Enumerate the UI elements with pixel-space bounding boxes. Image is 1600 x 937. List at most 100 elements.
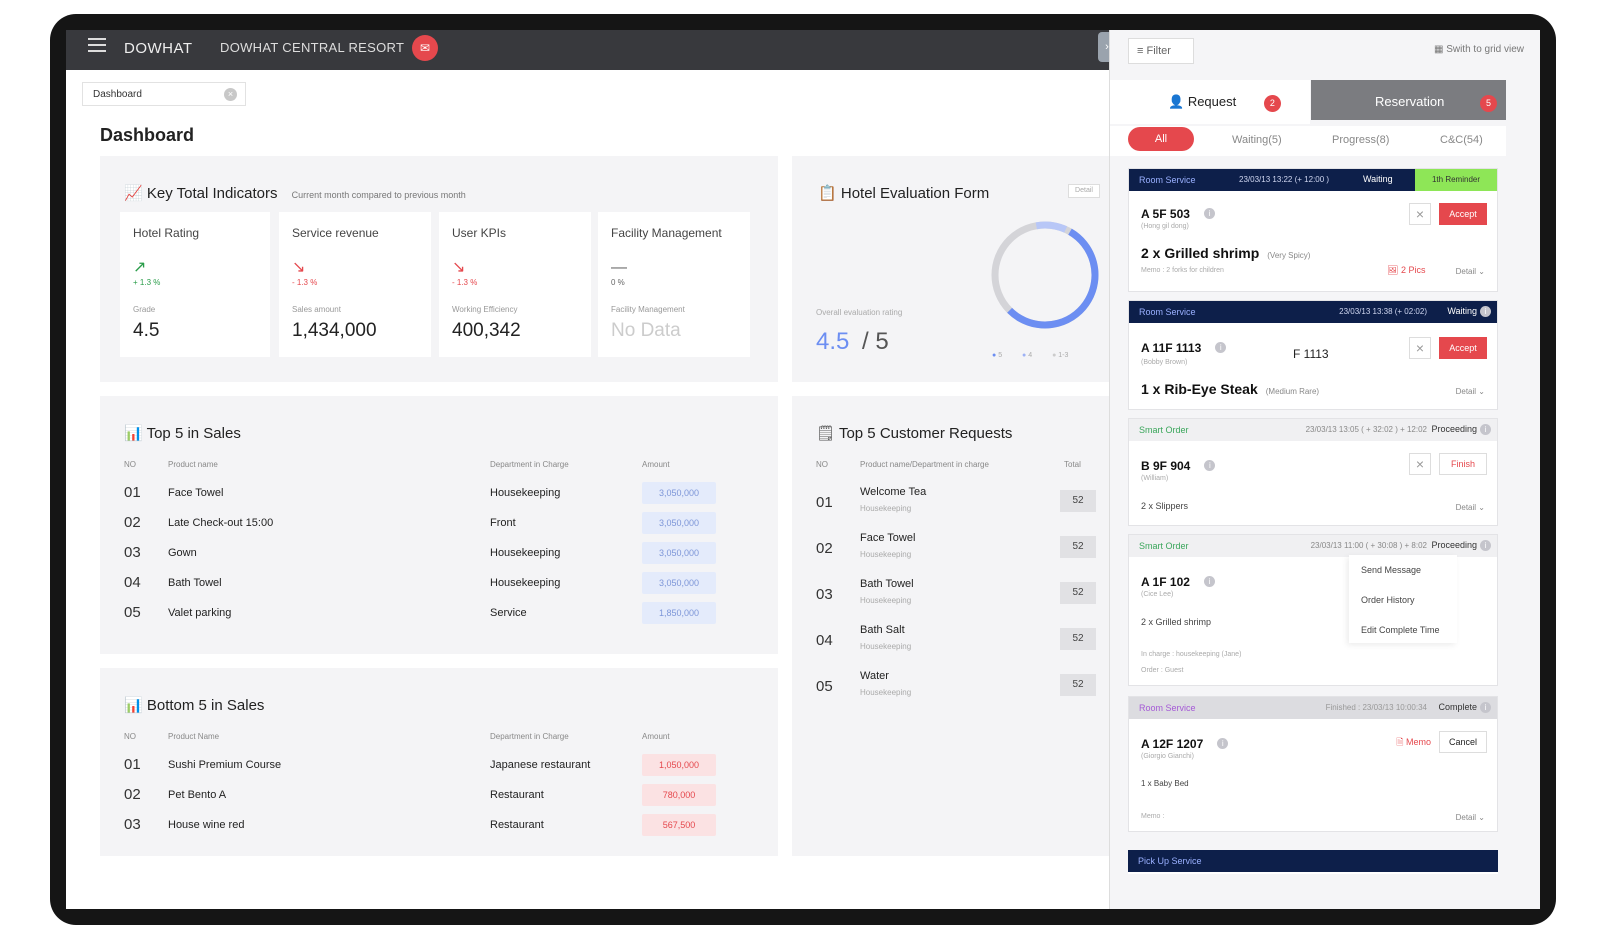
image-icon: 🖼 [1387,265,1401,275]
info-icon[interactable]: i [1480,306,1491,317]
kpi-user[interactable]: User KPIs ↘ - 1.3 % Working Efficiency 4… [439,212,591,357]
detail-toggle[interactable]: Detail ⌄ [1455,387,1485,396]
kti-subtitle: Current month compared to previous month [291,190,466,200]
grid-view-toggle[interactable]: ▦ Swith to grid view [1433,44,1524,55]
kpi-value: 400,342 [452,320,521,341]
table-row[interactable]: 04 Bath Towel Housekeeping 3,050,000 [124,572,724,604]
subtab-waiting[interactable]: Waiting(5) [1232,134,1282,146]
order-memo: Memo : [1141,813,1165,820]
breadcrumb-tab[interactable]: Dashboard × [82,82,246,106]
info-icon[interactable]: i [1203,208,1215,220]
list-icon: 🗒 [816,425,836,442]
table-row[interactable]: 01 Face Towel Housekeeping 3,050,000 [124,482,724,514]
table-row[interactable]: 01 Welcome Tea Housekeeping 52 [816,486,1106,530]
eval-title: Hotel Evaluation Form [840,185,990,202]
subtab-progress[interactable]: Progress(8) [1332,134,1390,146]
order-note: (Medium Rare) [1265,387,1320,396]
guest-name: (William) [1141,475,1169,482]
order-card[interactable]: Room Service 23/03/13 13:22 (+ 12:00 ) W… [1128,168,1498,292]
in-charge: In charge : housekeeping (Jane) [1141,651,1242,658]
kpi-small-label: Working Efficiency [452,305,518,314]
kpi-trend: 0 % [611,278,625,287]
order-memo: Memo : 2 forks for children [1141,267,1224,274]
accept-button[interactable]: Accept [1439,337,1487,359]
kpi-hotel-rating[interactable]: Hotel Rating ↗ + 1.3 % Grade 4.5 [120,212,270,357]
menu-item-edit-complete-time[interactable]: Edit Complete Time [1361,625,1440,635]
table-row[interactable]: 04 Bath Salt Housekeeping 52 [816,624,1106,668]
info-icon[interactable]: i [1480,702,1491,713]
order-card[interactable]: Room Service Finished : 23/03/13 10:00:3… [1128,696,1498,832]
table-row[interactable]: 05 Valet parking Service 1,850,000 [124,602,724,634]
kpi-service-revenue[interactable]: Service revenue ↘ - 1.3 % Sales amount 1… [279,212,431,357]
info-icon[interactable]: i [1217,738,1229,750]
bar-chart-red-icon: 📊 [124,697,143,714]
reject-button[interactable]: × [1409,203,1431,225]
table-row[interactable]: 03 Gown Housekeeping 3,050,000 [124,542,724,574]
order-time: 23/03/13 13:22 (+ 12:00 ) [1239,175,1330,184]
info-icon[interactable]: i [1215,342,1227,354]
bottom5-table: 01 Sushi Premium Course Japanese restauran… [124,754,724,856]
detail-toggle[interactable]: Detail ⌄ [1455,267,1485,276]
kpi-label: Facility Management [611,226,722,240]
pictures-link[interactable]: 🖼 2 Pics [1387,265,1426,275]
reject-button[interactable]: × [1409,337,1431,359]
info-icon[interactable]: i [1480,424,1491,435]
order-type: Room Service [1139,175,1196,185]
accept-button[interactable]: Accept [1439,203,1487,225]
table-row[interactable]: 02 Face Towel Housekeeping 52 [816,532,1106,576]
order-note: (Very Spicy) [1267,251,1311,260]
brand-logo[interactable]: DOWHAT [124,40,193,57]
info-icon[interactable]: i [1480,540,1491,551]
order-card[interactable]: Smart Order 23/03/13 11:00 ( + 30:08 ) +… [1128,534,1498,686]
kpi-trend: + 1.3 % [133,278,161,287]
filter-button[interactable]: ≡ Filter [1128,38,1194,64]
close-tab-icon[interactable]: × [224,88,237,101]
finish-button[interactable]: Finish [1439,453,1487,475]
menu-item-order-history[interactable]: Order History [1361,595,1415,605]
table-row[interactable]: 02 Pet Bento A Restaurant 780,000 [124,784,724,816]
table-row[interactable]: 05 Water Housekeeping 52 [816,670,1106,714]
reject-button[interactable]: × [1409,453,1431,475]
order-status: Proceeding [1431,424,1477,434]
subtab-cnc[interactable]: C&C(54) [1440,134,1483,146]
detail-toggle[interactable]: Detail ⌄ [1455,813,1485,822]
subtab-all[interactable]: All [1128,127,1194,151]
order-card[interactable]: Smart Order 23/03/13 13:05 ( + 32:02 ) +… [1128,418,1498,526]
room-number: A 11F 1113 [1141,341,1202,355]
menu-icon[interactable] [88,38,106,52]
requests-title: Top 5 Customer Requests [838,425,1013,442]
tab-label: Reservation [1375,94,1445,109]
cancel-button[interactable]: Cancel [1439,731,1487,753]
clipboard-icon: 📋 [818,185,837,202]
memo-link[interactable]: 🗎 Memo [1396,737,1431,747]
kpi-label: User KPIs [452,226,507,240]
eval-score: 4.5 [816,328,850,355]
orders-panel: ≡ Filter ▦ Swith to grid view 👤 Request … [1109,30,1540,909]
dashboard-main: Dashboard × Dashboard 📈 Key Total Indica… [66,70,1126,909]
request-icon: 👤 [1168,94,1185,109]
guest-name: (Giorgio Gianchi) [1141,753,1194,760]
detail-toggle[interactable]: Detail ⌄ [1455,503,1485,512]
tab-request[interactable]: 👤 Request 2 [1110,80,1310,124]
table-row[interactable]: 02 Late Check-out 15:00 Front 3,050,000 [124,512,724,544]
order-type: Pick Up Service [1138,856,1202,866]
menu-item-send-message[interactable]: Send Message [1361,565,1422,575]
info-icon[interactable]: i [1203,576,1215,588]
kpi-trend: - 1.3 % [292,278,318,287]
order-card[interactable]: Pick Up Service [1128,850,1498,874]
table-row[interactable]: 01 Sushi Premium Course Japanese restauran… [124,754,724,786]
tab-reservation[interactable]: Reservation 5 [1311,80,1506,120]
kpi-facility[interactable]: Facility Management — 0 % Facility Manag… [598,212,750,357]
col-header: Department in Charge [490,732,569,741]
table-row[interactable]: 03 House wine red Restaurant 567,500 [124,814,724,846]
order-type: Smart Order [1139,541,1189,551]
col-header: Total [1064,460,1081,469]
info-icon[interactable]: i [1204,460,1216,472]
notification-icon[interactable]: ✉ [412,35,438,61]
table-row[interactable]: 03 Bath Towel Housekeeping 52 [816,578,1106,622]
order-card[interactable]: Room Service 23/03/13 13:38 (+ 02:02) Wa… [1128,300,1498,410]
col-header: NO [816,460,828,469]
guest-name: (Hong gil dong) [1141,223,1189,230]
detail-button[interactable]: Detail [1068,184,1100,198]
order-item: 2 x Slippers [1141,501,1189,511]
